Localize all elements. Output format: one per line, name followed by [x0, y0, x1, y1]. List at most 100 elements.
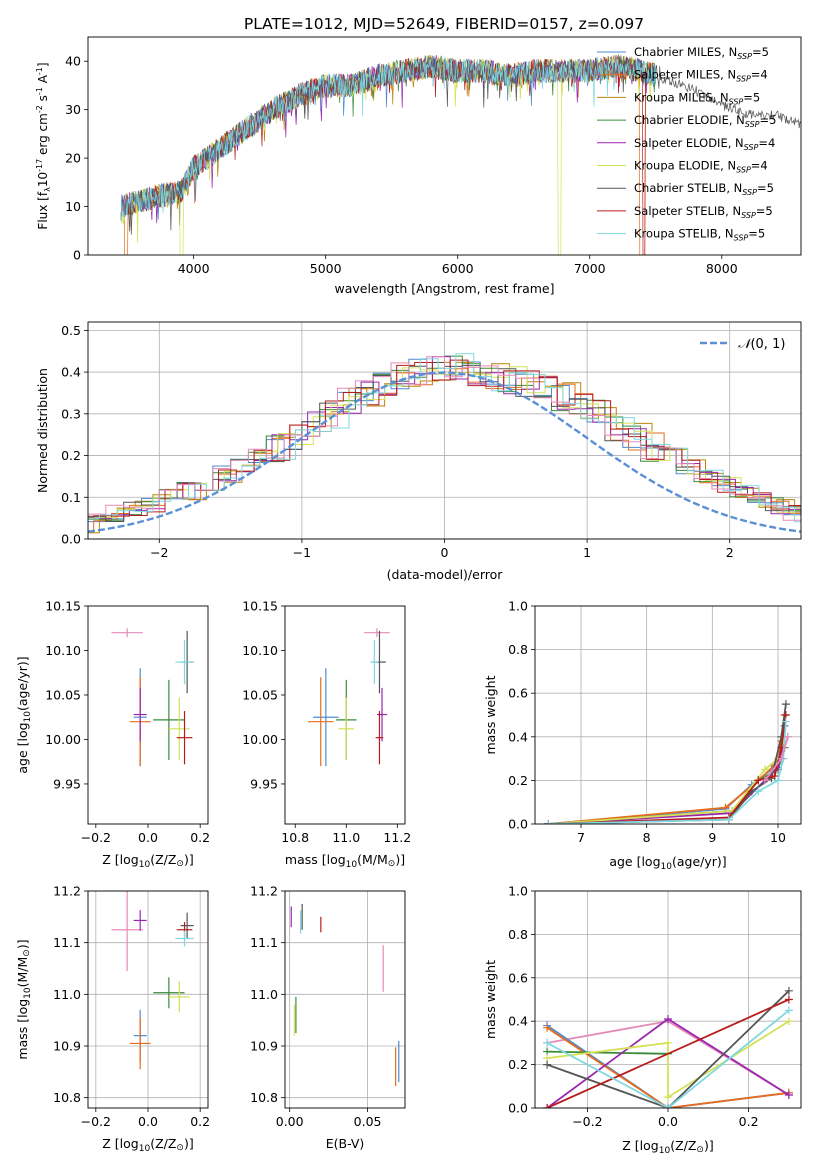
data-point — [313, 668, 339, 767]
weight-marker — [754, 787, 763, 796]
spectrum-line — [120, 55, 801, 235]
x-tick-label: 10.8 — [281, 830, 309, 845]
legend-label: Chabrier MILES, NSSP=5 — [634, 45, 769, 61]
y-axis-label: mass [log10(M/M⊙)] — [15, 939, 33, 1059]
y-tick-label: 0.8 — [508, 642, 528, 657]
weight-marker — [724, 815, 733, 824]
x-tick-label: 0.05 — [354, 1114, 382, 1129]
x-tick-label: 0.0 — [658, 1114, 678, 1129]
y-axis-label: Normed distribution — [35, 368, 50, 493]
y-tick-label: 9.95 — [250, 776, 278, 791]
x-tick-label: −0.2 — [572, 1114, 602, 1129]
weight-marker — [543, 1060, 552, 1069]
data-point — [307, 677, 334, 767]
y-axis-label: age [log10(age/yr)] — [15, 656, 33, 773]
weight-marker — [664, 1038, 672, 1047]
plot-area — [543, 986, 793, 1108]
x-tick-label: 6000 — [442, 261, 474, 276]
x-tick-label: 2 — [726, 545, 734, 560]
y-tick-label: 11.2 — [250, 884, 278, 899]
data-point — [180, 912, 194, 939]
weight-marker — [664, 1104, 672, 1108]
axes-frame — [284, 605, 406, 825]
y-tick-label: 10.8 — [53, 1090, 81, 1105]
y-tick-label: 10.05 — [45, 687, 81, 702]
weight-marker — [760, 776, 769, 785]
plot-area — [290, 903, 400, 1087]
y-axis-label: Flux [fλ10-17 erg cm-2 s-1 A-1] — [35, 62, 52, 229]
panel-residuals: −2 −1 0 1 2 0.0 0.1 0.2 0.3 0.4 0.5 𝒩(0, 1) (data-mo… — [35, 321, 802, 582]
axes-frame — [87, 890, 209, 1109]
spectrum-line — [120, 54, 657, 224]
data-point — [111, 628, 143, 638]
y-tick-label: 0.6 — [508, 970, 528, 985]
weight-marker — [543, 1038, 552, 1047]
y-tick-label: 1.0 — [508, 884, 528, 899]
x-axis-label: mass [log10(M/M⊙)] — [285, 852, 405, 870]
x-tick-label: −0.2 — [81, 1114, 111, 1129]
x-tick-label: 0.0 — [138, 830, 158, 845]
x-axis-label: Z [log10(Z/Z⊙)] — [622, 1138, 713, 1156]
weight-marker — [543, 1104, 552, 1108]
y-tick-label: 10 — [65, 199, 81, 214]
y-tick-label: 0.2 — [61, 448, 81, 463]
weight-line — [548, 725, 786, 824]
x-axis-label: age [log10(age/yr)] — [609, 854, 726, 872]
legend-label: Salpeter STELIB, NSSP=5 — [634, 204, 773, 220]
axes-frame — [87, 36, 802, 256]
histogram-step — [88, 366, 801, 518]
data-point — [129, 1017, 151, 1070]
y-tick-label: 0.6 — [508, 686, 528, 701]
histogram-step — [88, 362, 801, 524]
y-tick-label: 0.4 — [508, 1014, 528, 1029]
x-tick-label: 0 — [441, 545, 449, 560]
y-tick-label: 11.2 — [53, 884, 81, 899]
axes-frame — [87, 321, 802, 540]
histogram-step — [88, 358, 801, 533]
y-tick-label: 10.00 — [242, 732, 278, 747]
weight-marker — [784, 995, 793, 1004]
figure-title: PLATE=1012, MJD=52649, FIBERID=0157, z=0… — [244, 15, 644, 33]
weight-line — [546, 990, 790, 1108]
histogram-step — [88, 355, 801, 522]
weight-line — [547, 1050, 669, 1055]
axes-frame — [87, 605, 209, 825]
panel-mass-vs-Z: −0.2 0.0 0.2 10.8 10.9 11.0 11.1 11.2 Z [log10(Z… — [15, 884, 210, 1155]
histogram-step — [88, 356, 801, 526]
x-tick-label: 8000 — [706, 261, 738, 276]
data-point — [176, 710, 193, 765]
weight-line — [546, 1026, 790, 1108]
weight-marker — [784, 986, 793, 995]
weight-marker — [721, 803, 730, 812]
legend-label: Kroupa ELODIE, NSSP=4 — [634, 159, 768, 175]
data-point — [111, 891, 143, 972]
spectrum-line — [120, 56, 657, 219]
y-tick-label: 0.1 — [61, 490, 81, 505]
x-axis-label: wavelength [Angstrom, rest frame] — [334, 281, 554, 296]
data-point — [375, 710, 384, 765]
data-point — [168, 981, 190, 1013]
x-tick-label: 0.2 — [190, 830, 210, 845]
panel-age-vs-Z: −0.2 0.0 0.2 9.95 10.00 10.05 10.10 10.15 Z [log… — [15, 599, 210, 871]
y-tick-label: 1.0 — [508, 599, 528, 614]
x-tick-label: 7000 — [574, 261, 606, 276]
weight-marker — [784, 1017, 793, 1026]
axes-frame — [284, 890, 406, 1109]
panel-spectrum: 4000 5000 6000 7000 8000 0 10 20 30 40 Chabrier MI… — [35, 36, 802, 296]
data-point — [338, 697, 354, 760]
y-tick-label: 10.9 — [250, 1039, 278, 1054]
legend: Chabrier MILES, NSSP=5 Salpeter MILES, NS… — [597, 45, 776, 243]
plot-area — [111, 628, 194, 767]
y-tick-label: 10.00 — [45, 732, 81, 747]
y-tick-label: 10.15 — [45, 599, 81, 614]
y-tick-label: 40 — [65, 54, 81, 69]
plot-area — [111, 891, 194, 1070]
data-point — [175, 639, 194, 685]
histogram-step — [88, 353, 801, 523]
weight-marker — [781, 717, 790, 726]
y-tick-label: 0.2 — [508, 773, 528, 788]
weight-marker — [543, 1023, 552, 1032]
weight-line — [548, 714, 786, 824]
x-tick-label: 1 — [583, 545, 591, 560]
y-tick-label: 11.1 — [53, 935, 81, 950]
